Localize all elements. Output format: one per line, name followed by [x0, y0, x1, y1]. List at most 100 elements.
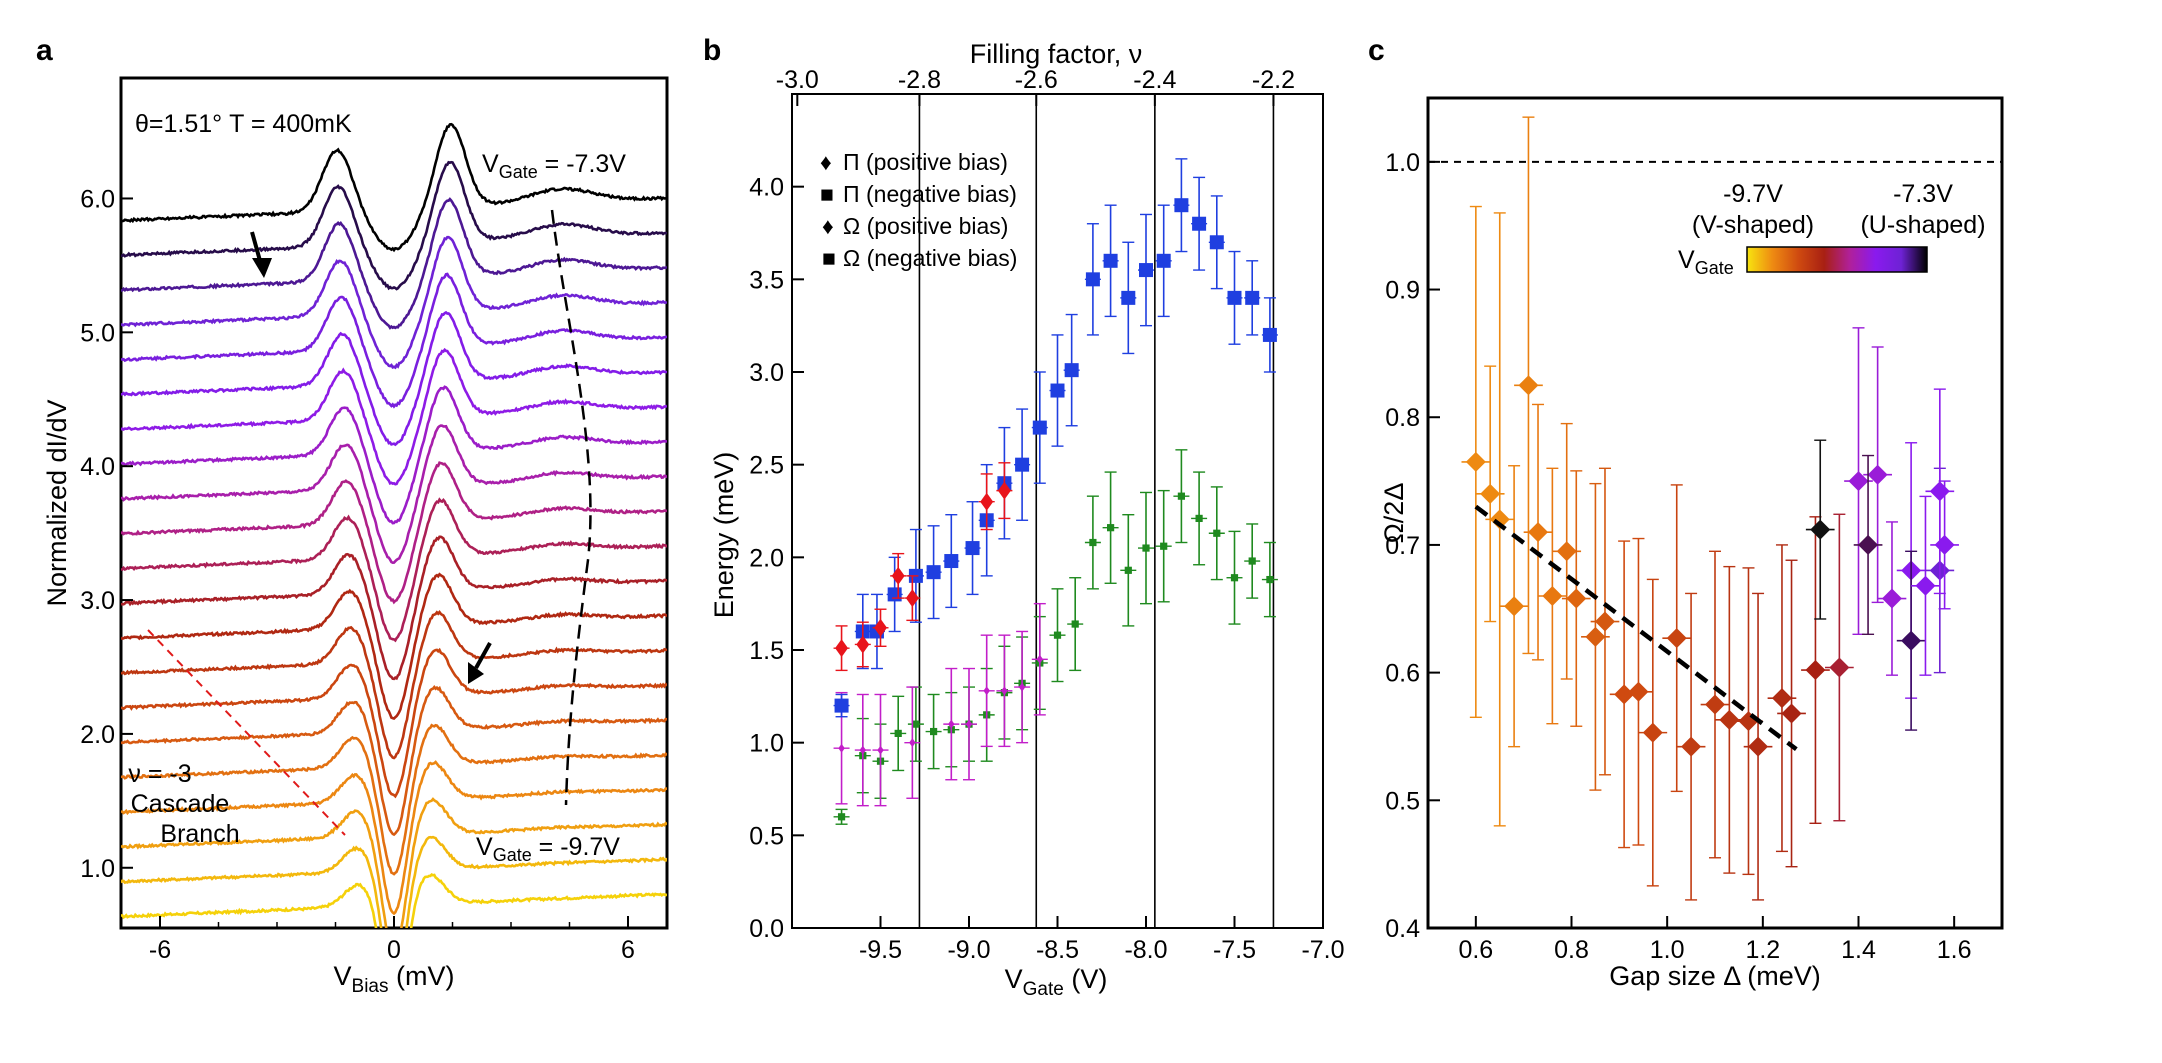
panel-b-point — [1262, 327, 1277, 342]
panel-c-point-group — [1777, 559, 1806, 868]
panel-b-point — [1036, 654, 1044, 664]
panel-b-point — [834, 698, 849, 713]
panel-b-point — [1174, 198, 1189, 213]
panel-b-point — [1064, 363, 1079, 378]
panel-b-point — [1032, 420, 1047, 435]
panel-c-point — [1929, 481, 1950, 502]
panel-c-point-group — [1561, 470, 1591, 727]
panel-a-curve — [121, 347, 667, 486]
panel-a-ytick-label: 6.0 — [80, 185, 115, 213]
panel-b-point — [997, 481, 1011, 500]
panel-b-series-3 — [833, 449, 1278, 825]
panel-b-point — [1266, 575, 1274, 584]
panel-c-point — [1666, 628, 1687, 649]
panel-b-point — [856, 635, 870, 654]
panel-c-frame — [1426, 96, 2004, 930]
panel-b-point — [887, 587, 902, 602]
colorbar-right-desc: (U-shaped) — [1860, 211, 1985, 239]
panel-a-ylabel: Normalized dI/dV — [42, 399, 72, 606]
panel-b-point — [1107, 524, 1115, 532]
panel-b-xtick-label: -9.5 — [859, 936, 902, 964]
panel-b-point — [948, 719, 955, 729]
legend-item-2-label: Ω (positive bias) — [843, 213, 1008, 239]
panel-c-point-group — [1743, 592, 1773, 901]
panel-c-point — [1642, 722, 1663, 743]
panel-b-point — [965, 719, 973, 729]
panel-c-point — [1748, 736, 1769, 757]
colorbar-left-value: -9.7V — [1723, 180, 1783, 208]
panel-c-point — [1934, 534, 1955, 555]
panel-a-xtick-label: 6 — [621, 936, 635, 964]
panel-b-top-xlabel: Filling factor, ν — [970, 39, 1143, 69]
panel-b-point — [1195, 514, 1203, 523]
panel-a-curve — [121, 497, 667, 643]
panel-c-point-group — [1801, 516, 1830, 824]
panel-a-top-gate-label: VGate = -7.3V — [482, 150, 626, 182]
panel-b-point — [944, 554, 959, 569]
panel-b-top-tick-label: -2.8 — [898, 66, 941, 94]
panel-c-xtick-label: 0.8 — [1554, 936, 1589, 964]
panel-b-point — [1018, 682, 1026, 692]
panel-c-ytick-label: 0.9 — [1385, 277, 1420, 305]
panel-c-point-group — [1896, 550, 1926, 731]
legend-item-3-label: Ω (negative bias) — [843, 245, 1017, 271]
panel-c-point-group — [1767, 544, 1797, 853]
panel-c-point-group — [1590, 467, 1620, 776]
panel-b-xtick-label: -8.5 — [1036, 936, 1079, 964]
panel-b-ylabel: Energy (meV) — [709, 452, 739, 619]
panel-a-xtick-label: -6 — [149, 936, 171, 964]
legend-item-2-marker: ♦ — [822, 213, 834, 239]
panel-b-point — [894, 729, 902, 737]
panel-c-point — [1915, 575, 1936, 596]
panel-c-point-group — [1863, 346, 1892, 604]
panel-c-point-group — [1662, 484, 1692, 793]
panel-b-filling-lines — [918, 94, 1275, 928]
panel-a-xlabel: VBias (mV) — [334, 961, 455, 997]
legend-item-1-label: Π (negative bias) — [843, 181, 1017, 207]
panel-a-curve — [121, 572, 667, 720]
panel-b-point — [1121, 290, 1136, 305]
panel-c-ytick-label: 0.7 — [1385, 532, 1420, 560]
panel-c-point-group — [1930, 480, 1959, 610]
panel-a-curve — [121, 235, 667, 370]
panel-c-points — [1461, 116, 1959, 901]
panel-c-point-group — [1715, 565, 1744, 874]
panel-c-point — [1810, 519, 1831, 540]
panel-c-point-group — [1514, 116, 1543, 655]
panel-c: 0.6 0.8 1.0 1.2 1.4 1.60.40.50.60.70.80.91.0 … — [1379, 96, 2004, 991]
panel-b-point — [891, 566, 905, 585]
panel-a-xtick-label: 0 — [387, 936, 401, 964]
panel-c-point — [1585, 626, 1606, 647]
panel-b: -9.5 -9.0 -8.5 -8.0 -7.5 -7.0 0.0 0.5 1.0 1.5 2.0 2… — [709, 39, 1345, 1000]
panel-a-curve — [121, 872, 667, 928]
panel-b-point — [877, 745, 884, 755]
panel-b-top-tick-label: -2.6 — [1015, 66, 1058, 94]
panel-c-xtick-label: 1.4 — [1841, 936, 1876, 964]
panel-b-point — [1103, 253, 1118, 268]
panel-a-curves — [121, 122, 667, 928]
panel-c-xtick-label: 1.0 — [1650, 936, 1685, 964]
panel-b-point — [835, 639, 849, 658]
panel-b-point — [1139, 263, 1153, 278]
panel-c-point — [1528, 522, 1549, 543]
panel-a-curve — [121, 424, 667, 565]
panel-b-legend: ♦ Π (positive bias) ■ Π (negative bias) … — [820, 149, 1017, 271]
panel-b-point — [874, 618, 887, 637]
panel-c-ylabel: Ω/2Δ — [1379, 483, 1409, 544]
panel-b-point — [1213, 529, 1221, 537]
panel-c-point — [1628, 681, 1649, 702]
panel-b-point — [1142, 544, 1150, 552]
panel-b-ytick-label: 0.0 — [749, 915, 784, 943]
panel-a-curve — [121, 122, 667, 253]
panel-c-point — [1705, 694, 1725, 715]
panel-b-ticks: -9.5 -9.0 -8.5 -8.0 -7.5 -7.0 0.0 0.5 1.0 1.5 2.0 2… — [749, 66, 1344, 964]
panel-b-point — [1001, 686, 1008, 696]
panel-b-point — [859, 745, 867, 755]
panel-c-point — [1881, 588, 1902, 609]
panel-c-xlabel: Gap size Δ (meV) — [1609, 961, 1821, 991]
panel-a-curve — [121, 272, 667, 409]
panel-c-point — [1566, 588, 1587, 609]
panel-b-top-tick-label: -3.0 — [776, 66, 819, 94]
panel-c-ytick-label: 1.0 — [1385, 149, 1420, 177]
panel-c-ticks: 0.6 0.8 1.0 1.2 1.4 1.6 0.4 0.5 0.6 0.7 0.8 0.9 1.0 — [1385, 149, 1971, 964]
